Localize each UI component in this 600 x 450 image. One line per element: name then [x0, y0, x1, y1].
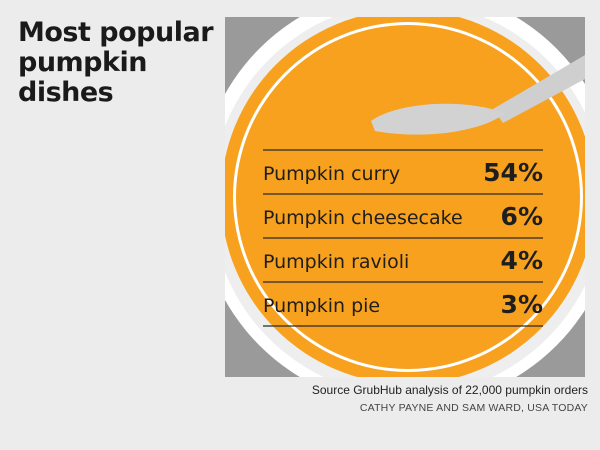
- source-note: Source GrubHub analysis of 22,000 pumpki…: [311, 383, 588, 397]
- dish-percent: 3%: [501, 290, 543, 319]
- dish-percent: 6%: [501, 202, 543, 231]
- spoon-bowl: [371, 103, 505, 135]
- spoon-handle: [493, 55, 585, 123]
- dish-label: Pumpkin curry: [263, 163, 400, 185]
- dish-label: Pumpkin cheesecake: [263, 207, 463, 229]
- pumpkin-bowl-graphic: Pumpkin curry 54% Pumpkin cheesecake 6% Pump…: [225, 17, 585, 377]
- dish-label: Pumpkin ravioli: [263, 251, 409, 273]
- chart-title: Most popular pumpkin dishes: [18, 17, 214, 108]
- credit-line: CATHY PAYNE AND SAM WARD, USA TODAY: [359, 402, 588, 414]
- dish-percent: 54%: [483, 158, 543, 187]
- dish-label: Pumpkin pie: [263, 295, 380, 317]
- dish-percent: 4%: [501, 246, 543, 275]
